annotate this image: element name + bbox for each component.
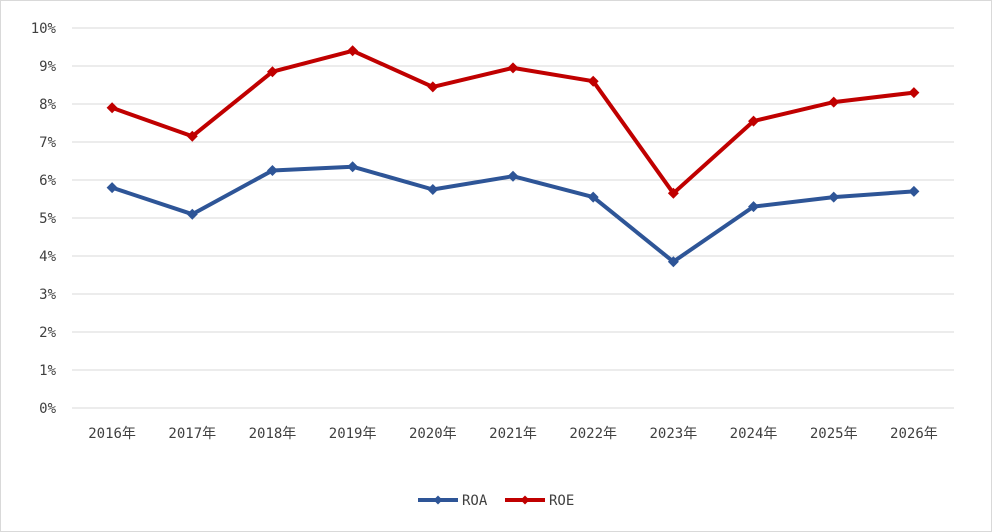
data-point-roe — [347, 45, 359, 57]
legend-label-roe: ROE — [549, 493, 574, 509]
y-tick-label: 9% — [39, 59, 56, 75]
x-tick-label: 2020年 — [409, 426, 457, 442]
y-tick-label: 8% — [39, 97, 56, 113]
data-point-roa — [908, 185, 920, 197]
x-tick-label: 2024年 — [730, 426, 778, 442]
data-point-roa — [186, 208, 198, 220]
data-point-roa — [828, 191, 840, 203]
x-tick-label: 2023年 — [650, 426, 698, 442]
x-tick-label: 2025年 — [810, 426, 858, 442]
data-point-roa — [748, 201, 760, 213]
y-tick-label: 4% — [39, 249, 56, 265]
y-tick-label: 6% — [39, 173, 56, 189]
x-tick-label: 2026年 — [890, 426, 938, 442]
x-tick-label: 2019年 — [329, 426, 377, 442]
data-point-roe — [587, 75, 599, 87]
x-tick-label: 2018年 — [249, 426, 297, 442]
data-point-roa — [266, 165, 278, 176]
data-point-roe — [908, 87, 920, 99]
y-tick-label: 7% — [39, 135, 56, 151]
data-point-roa — [347, 161, 359, 173]
data-point-roa — [507, 170, 519, 182]
y-tick-label: 10% — [31, 21, 57, 37]
data-point-roe — [828, 96, 840, 108]
x-tick-label: 2021年 — [489, 426, 537, 442]
y-tick-label: 3% — [39, 287, 56, 303]
data-point-roa — [667, 256, 679, 268]
x-tick-label: 2016年 — [88, 426, 136, 442]
data-point-roa — [427, 184, 439, 195]
data-point-roa — [106, 182, 118, 194]
x-tick-label: 2022年 — [569, 426, 617, 442]
x-tick-label: 2017年 — [168, 426, 216, 442]
data-point-roe — [748, 115, 760, 127]
data-point-roe — [427, 81, 439, 93]
legend-marker-roe — [520, 495, 530, 505]
data-point-roe — [667, 187, 679, 199]
y-tick-label: 1% — [39, 363, 56, 379]
data-point-roe — [266, 66, 278, 78]
data-point-roe — [507, 62, 519, 74]
legend-label-roa: ROA — [462, 493, 488, 509]
data-point-roe — [106, 102, 118, 114]
y-tick-label: 5% — [39, 211, 56, 227]
legend-marker-roa — [433, 495, 443, 505]
data-point-roa — [587, 191, 599, 203]
data-point-roe — [186, 130, 198, 142]
y-tick-label: 0% — [39, 401, 56, 417]
y-tick-label: 2% — [39, 325, 56, 341]
